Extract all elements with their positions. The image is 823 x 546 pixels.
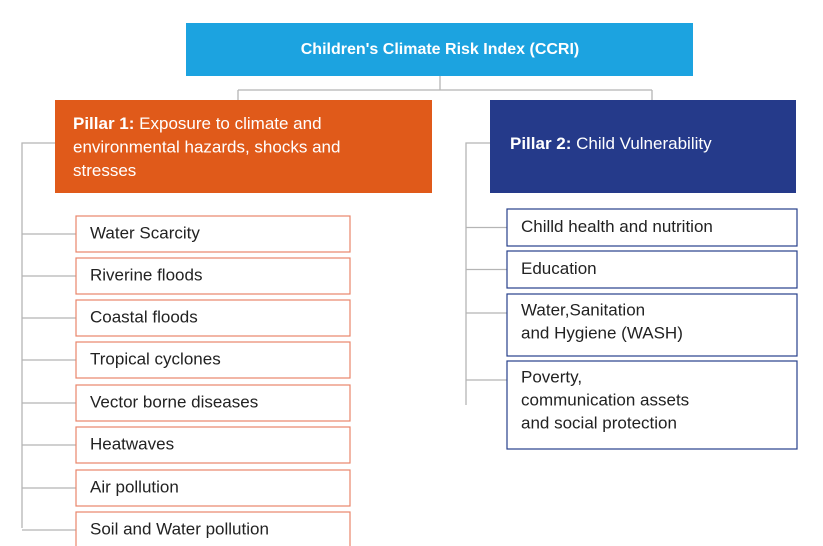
item-box bbox=[506, 293, 798, 357]
item-label: Vector borne diseases bbox=[90, 392, 258, 411]
item-label: Air pollution bbox=[90, 477, 179, 496]
item-label: Education bbox=[521, 259, 597, 278]
item-box bbox=[75, 299, 351, 337]
pillar-text: Child Vulnerability bbox=[576, 134, 712, 153]
pillar-box bbox=[55, 100, 432, 193]
item-label: and social protection bbox=[521, 413, 677, 432]
item-label: Riverine floods bbox=[90, 265, 202, 284]
item-box bbox=[506, 250, 798, 289]
pillar-bold: Pillar 2: bbox=[510, 134, 571, 153]
pillar-text: environmental hazards, shocks and bbox=[73, 138, 340, 157]
root-box bbox=[186, 23, 693, 76]
item-box bbox=[75, 469, 351, 507]
item-label: and Hygiene (WASH) bbox=[521, 323, 683, 342]
item-label: Water Scarcity bbox=[90, 223, 200, 242]
item-box bbox=[75, 215, 351, 253]
item-box bbox=[506, 208, 798, 247]
item-label: Water,Sanitation bbox=[521, 300, 645, 319]
item-label: Poverty, bbox=[521, 367, 582, 386]
pillar-text: stresses bbox=[73, 161, 136, 180]
item-box bbox=[75, 384, 351, 422]
item-box bbox=[75, 426, 351, 464]
item-label: Coastal floods bbox=[90, 307, 198, 326]
pillar-box bbox=[490, 100, 796, 193]
item-box bbox=[506, 360, 798, 450]
item-box bbox=[75, 511, 351, 546]
item-label: Tropical cyclones bbox=[90, 349, 221, 368]
pillar-label: Pillar 1: Exposure to climate and bbox=[73, 114, 322, 133]
pillar-bold: Pillar 1: bbox=[73, 114, 134, 133]
item-box bbox=[75, 341, 351, 379]
root-title: Children's Climate Risk Index (CCRI) bbox=[301, 41, 580, 58]
pillar-label: environmental hazards, shocks and bbox=[73, 138, 340, 157]
item-label: Heatwaves bbox=[90, 434, 174, 453]
item-label: Soil and Water pollution bbox=[90, 519, 269, 538]
pillar-label: stresses bbox=[73, 161, 136, 180]
item-label: Chilld health and nutrition bbox=[521, 217, 713, 236]
item-label: communication assets bbox=[521, 390, 689, 409]
item-box bbox=[75, 257, 351, 295]
pillar-label: Pillar 2: Child Vulnerability bbox=[510, 134, 712, 153]
connectors bbox=[21, 76, 653, 528]
pillar-text: Exposure to climate and bbox=[139, 114, 321, 133]
